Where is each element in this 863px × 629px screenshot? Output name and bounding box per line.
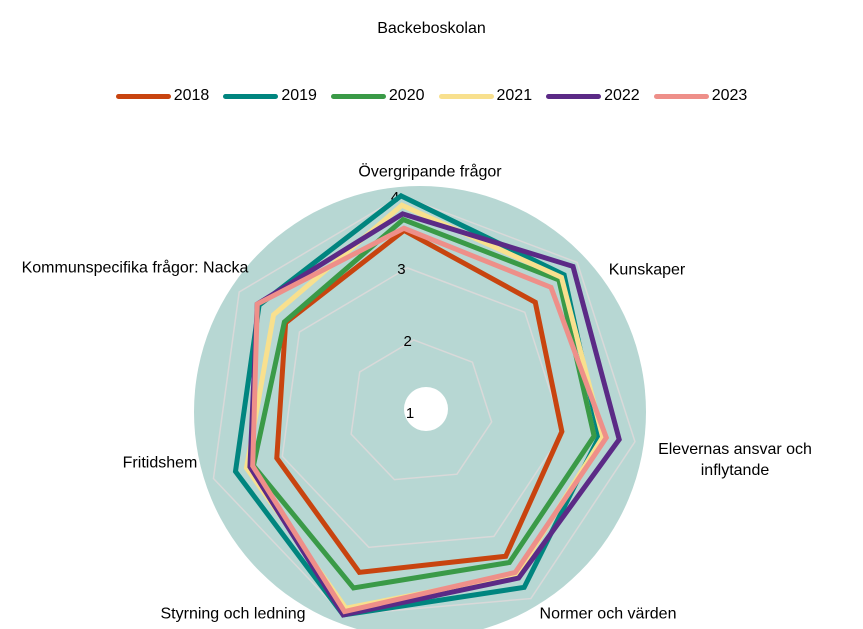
axis-label: Normer och värden (539, 605, 677, 623)
plot-center (404, 387, 448, 431)
legend-swatch (223, 93, 279, 99)
tick-label: 3 (397, 261, 405, 278)
series-line (250, 216, 597, 591)
series-line (274, 227, 565, 575)
axis-label: Kommunspecifika frågor: Nacka (21, 259, 249, 277)
legend-item: 2018 (115, 87, 210, 105)
axis-label: Fritidshem (122, 454, 198, 472)
legend-swatch (653, 93, 709, 99)
legend-label: 2020 (388, 87, 425, 104)
grid-line (350, 339, 493, 481)
legend-swatch (330, 93, 386, 99)
legend-label: 2022 (604, 87, 640, 104)
legend-item: 2019 (223, 87, 317, 105)
axis-label: Övergripande frågor (358, 163, 502, 181)
legend-label: 2018 (173, 87, 210, 104)
tick-label: 2 (404, 333, 412, 350)
grid-line (212, 194, 636, 616)
legend: 2018 2019 2020 2021 2022 2023 (0, 87, 863, 105)
tick-label: 1 (406, 405, 414, 422)
legend-item: 2020 (330, 87, 425, 105)
legend-item: 2021 (438, 87, 533, 105)
legend-swatch (438, 93, 494, 99)
axis-label: Styrning och ledning (160, 605, 306, 623)
legend-item: 2022 (546, 87, 640, 105)
axis-label: Kunskaper (608, 261, 686, 279)
axis-label: Elevernas ansvar och inflytande (658, 441, 812, 479)
legend-label: 2021 (496, 87, 533, 104)
series-line (250, 225, 610, 615)
legend-swatch (115, 93, 171, 99)
chart-title: Backeboskolan (377, 20, 486, 37)
grid-line (281, 267, 565, 549)
legend-item: 2023 (653, 87, 748, 105)
legend-swatch (546, 93, 602, 99)
legend-label: 2019 (281, 87, 317, 104)
legend-label: 2023 (711, 87, 748, 104)
